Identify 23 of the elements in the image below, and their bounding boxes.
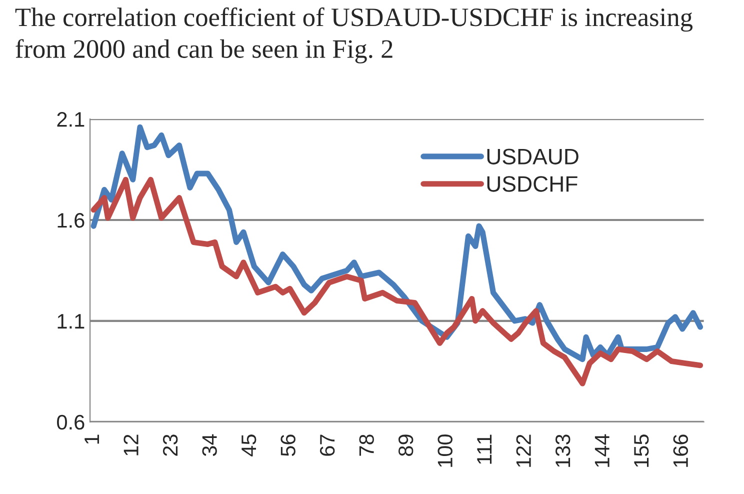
x-tick-label: 89 xyxy=(398,434,414,456)
x-tick-label: 122 xyxy=(516,434,531,467)
legend-label: USDCHF xyxy=(487,176,578,192)
x-tick-label: 23 xyxy=(162,434,178,456)
x-tick-label: 155 xyxy=(634,434,649,467)
x-tick-label: 78 xyxy=(359,434,374,456)
y-tick-label: 0.6 xyxy=(57,414,84,430)
x-tick-label: 34 xyxy=(202,434,217,456)
y-tick-label: 2.1 xyxy=(57,112,84,127)
x-tick-label: 56 xyxy=(280,434,296,456)
legend-label: USDAUD xyxy=(487,148,578,164)
x-tick-label: 166 xyxy=(673,434,688,467)
x-tick-label: 133 xyxy=(555,434,570,467)
x-tick-label: 67 xyxy=(320,434,335,456)
x-tick-label: 100 xyxy=(438,434,452,467)
x-tick-label: 111 xyxy=(477,434,492,464)
x-tick-label: 12 xyxy=(124,434,138,456)
y-tick-label: 1.6 xyxy=(58,212,84,228)
x-tick-label: 1 xyxy=(84,434,99,444)
text: The correlation coefficient of USDAUD-USDCHF is increasing from 2000 and can be seen in Fig. 2 xyxy=(15,7,693,64)
y-tick-label: 1.1 xyxy=(58,314,84,328)
x-tick-label: 45 xyxy=(242,434,256,456)
x-tick-label: 144 xyxy=(594,434,610,467)
